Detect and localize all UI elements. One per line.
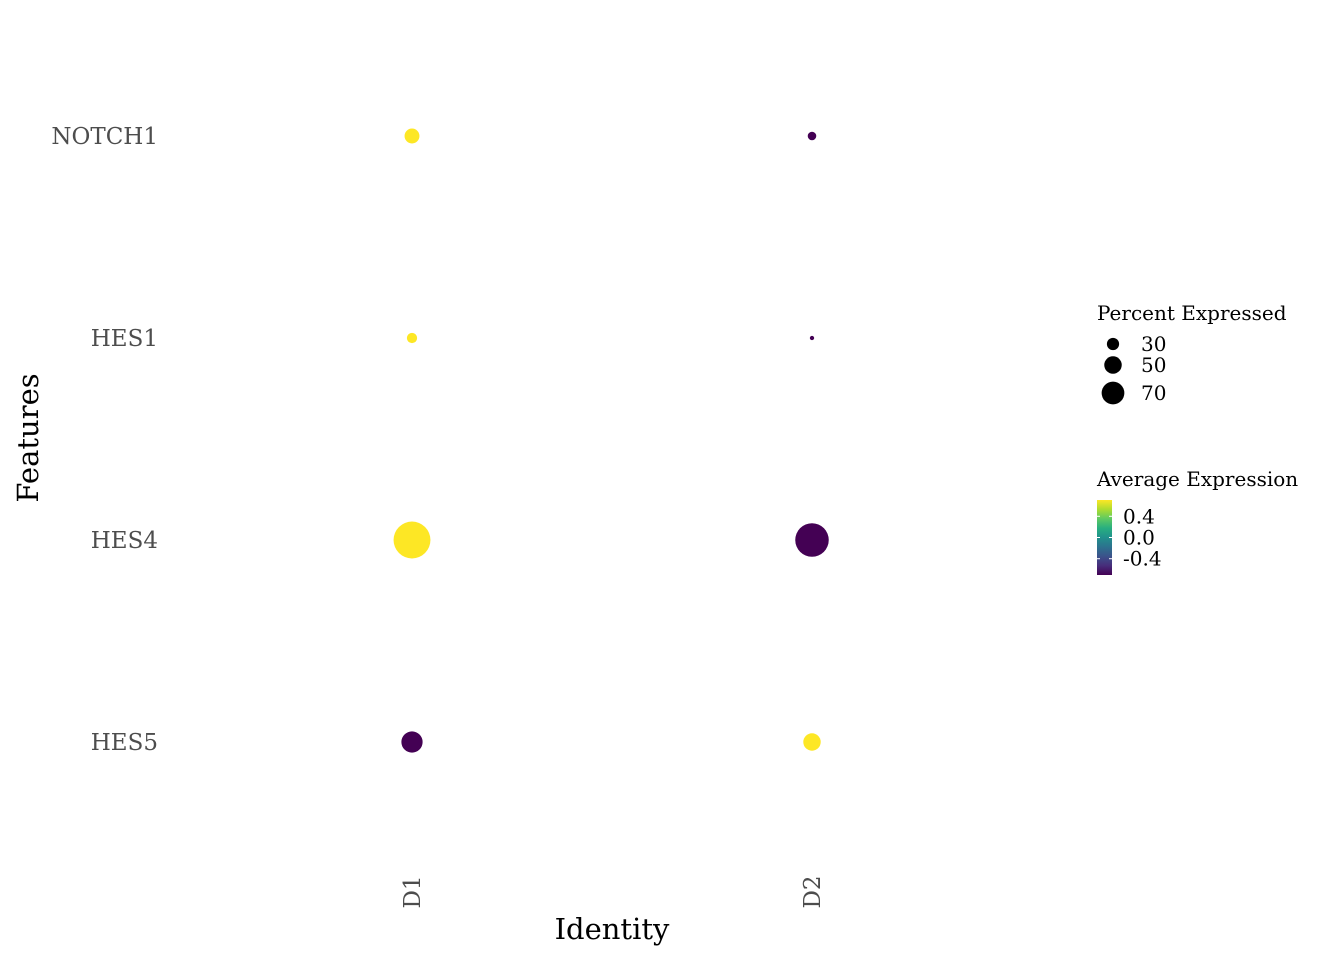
y-tick-label: HES1 — [91, 326, 158, 352]
dot-hes4-d2 — [795, 523, 829, 557]
size-legend-swatch — [1104, 356, 1122, 374]
x-tick-label: D2 — [800, 875, 826, 908]
dot-hes1-d1 — [406, 332, 418, 344]
x-axis-title: Identity — [555, 912, 670, 946]
dot-hes5-d1 — [401, 731, 423, 753]
color-legend-label: 0.4 — [1123, 504, 1155, 528]
color-legend-bar — [1097, 500, 1112, 575]
dot-notch1-d1 — [404, 128, 420, 144]
color-legend-label: 0.0 — [1123, 526, 1155, 550]
y-tick-label: HES4 — [91, 528, 158, 554]
size-legend-label: 70 — [1141, 381, 1166, 405]
size-legend-swatch — [1101, 381, 1125, 405]
y-tick-label: NOTCH1 — [51, 124, 158, 150]
dot-hes4-d1 — [393, 521, 431, 559]
size-legend-label: 50 — [1141, 353, 1166, 377]
y-axis-tick-labels: NOTCH1 HES1 HES4 HES5 — [51, 124, 158, 756]
y-axis-title: Features — [11, 373, 45, 502]
color-legend: Average Expression 0.40.0-0.4 — [1096, 467, 1298, 575]
x-tick-label: D1 — [400, 875, 426, 908]
dot-notch1-d2 — [807, 131, 817, 141]
size-legend-title: Percent Expressed — [1097, 301, 1287, 325]
dots-layer — [393, 128, 829, 753]
color-legend-label: -0.4 — [1123, 547, 1162, 571]
dot-hes1-d2 — [809, 335, 815, 341]
size-legend-label: 30 — [1141, 332, 1166, 356]
size-legend-swatch — [1106, 337, 1120, 351]
y-tick-label: HES5 — [91, 730, 158, 756]
color-legend-title: Average Expression — [1096, 467, 1298, 491]
dot-hes5-d2 — [803, 733, 821, 751]
x-axis-tick-labels: D1 D2 — [400, 875, 826, 908]
